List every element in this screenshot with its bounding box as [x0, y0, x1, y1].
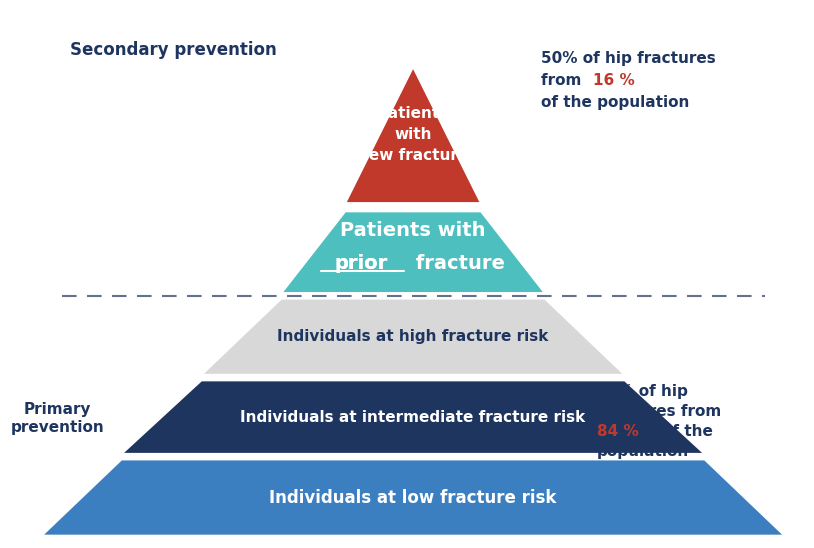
Text: prior: prior [335, 254, 387, 272]
Polygon shape [121, 380, 705, 454]
Text: of the: of the [663, 424, 713, 439]
Text: population: population [597, 444, 689, 459]
Text: prior: prior [335, 254, 387, 272]
Polygon shape [282, 212, 545, 293]
Text: 84 %: 84 % [597, 424, 639, 439]
Text: Patients
with
new fracture: Patients with new fracture [358, 106, 468, 163]
Text: Patients with: Patients with [340, 221, 486, 240]
Polygon shape [201, 299, 625, 375]
Text: 50% of hip: 50% of hip [597, 384, 688, 399]
Text: fractures from: fractures from [597, 404, 721, 419]
Text: Individuals at intermediate fracture risk: Individuals at intermediate fracture ris… [240, 409, 586, 425]
Text: of the population: of the population [541, 95, 689, 110]
Text: fracture: fracture [409, 254, 505, 272]
Text: from: from [541, 73, 587, 88]
Text: 50% of hip fractures: 50% of hip fractures [541, 51, 716, 66]
Text: 16 %: 16 % [593, 73, 635, 88]
Text: Primary
prevention: Primary prevention [11, 402, 104, 435]
Polygon shape [345, 67, 481, 203]
Text: Secondary prevention: Secondary prevention [69, 42, 276, 60]
Polygon shape [42, 459, 785, 536]
Text: Individuals at low fracture risk: Individuals at low fracture risk [269, 488, 557, 506]
Text: Individuals at high fracture risk: Individuals at high fracture risk [278, 329, 549, 344]
